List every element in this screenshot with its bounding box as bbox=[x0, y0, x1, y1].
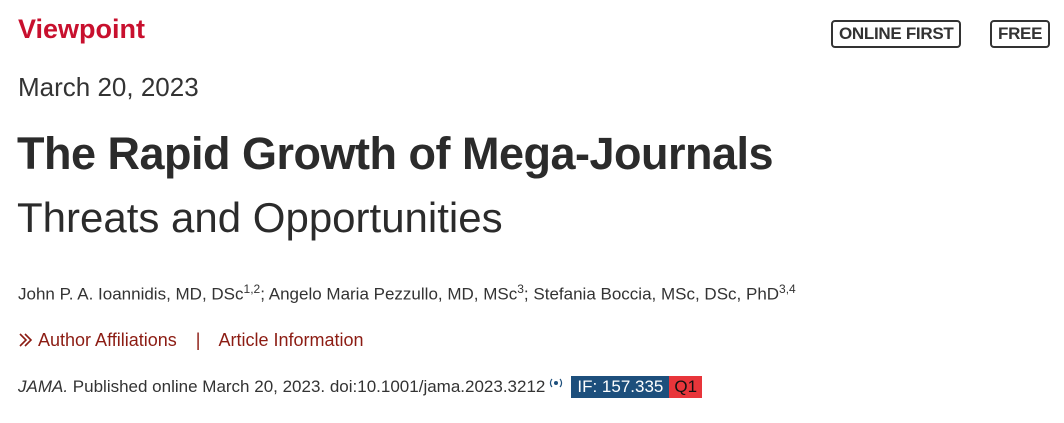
impact-factor: IF: 157.335 bbox=[571, 376, 670, 398]
citation-text: Published online March 20, 2023. doi:10.… bbox=[72, 377, 546, 396]
citation: JAMA. Published online March 20, 2023. d… bbox=[18, 376, 703, 398]
badge: FREE bbox=[990, 20, 1051, 48]
author-name: Angelo Maria Pezzullo, MD, MSc bbox=[268, 284, 518, 304]
date: March 20, 2023 bbox=[18, 72, 199, 102]
title: The Rapid Growth of Mega-Journals bbox=[17, 128, 774, 179]
author-separator: ; bbox=[260, 284, 265, 304]
author-affiliations-link[interactable]: Author Affiliations bbox=[38, 330, 177, 350]
author-name: John P. A. Ioannidis, MD, DSc bbox=[18, 284, 244, 304]
subtitle: Threats and Opportunities bbox=[17, 194, 503, 241]
broadcast-icon bbox=[550, 378, 563, 388]
affiliation-marker: 3,4 bbox=[779, 282, 796, 296]
quartile: Q1 bbox=[669, 376, 703, 398]
author-separator: ; bbox=[523, 284, 529, 304]
article-information-link[interactable]: Article Information bbox=[218, 330, 364, 350]
section-label: Viewpoint bbox=[18, 14, 146, 44]
chevron-icon bbox=[19, 333, 33, 347]
authors: John P. A. Ioannidis, MD, DSc1,2; Angelo… bbox=[18, 282, 796, 305]
links: Author Affiliations | Article Informatio… bbox=[18, 330, 378, 351]
divider: | bbox=[195, 330, 201, 350]
journal: JAMA. bbox=[18, 377, 69, 396]
badge: ONLINE FIRST bbox=[831, 20, 962, 48]
affiliation-marker: 1,2 bbox=[243, 282, 261, 296]
author-name: Stefania Boccia, MSc, DSc, PhD bbox=[533, 284, 780, 304]
affiliation-marker: 3 bbox=[517, 282, 524, 296]
